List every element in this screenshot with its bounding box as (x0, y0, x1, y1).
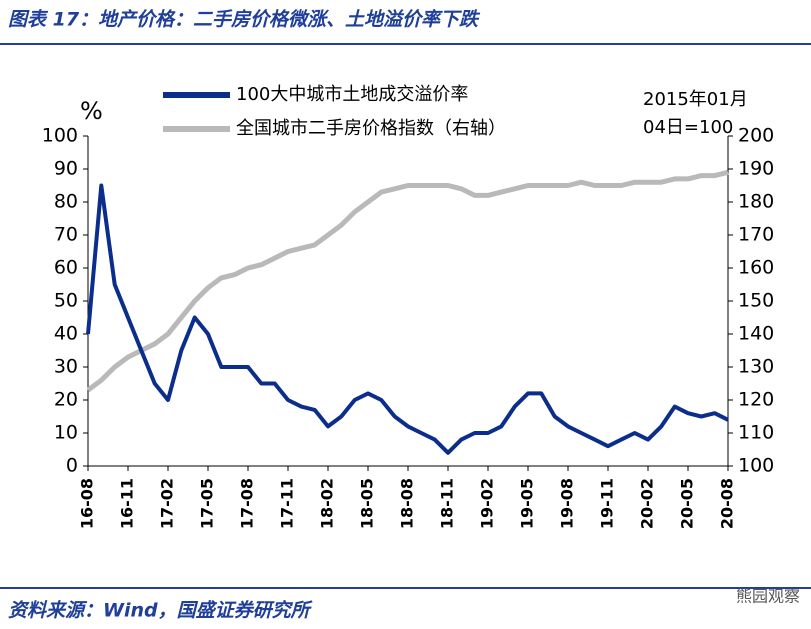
y-tick-label: 40 (54, 323, 78, 345)
y-tick-label: 50 (54, 290, 78, 312)
annotation: 04日=100 (643, 117, 733, 138)
y2-tick-label: 130 (738, 356, 774, 378)
x-tick-label: 20-05 (678, 478, 697, 529)
x-tick-label: 18-11 (438, 478, 457, 529)
series-line (86, 183, 729, 455)
y2-tick-label: 110 (738, 422, 774, 444)
x-tick-label: 16-11 (118, 478, 137, 529)
x-tick-label: 19-05 (518, 478, 537, 529)
x-tick-label: 20-08 (718, 478, 737, 529)
y-tick-label: 20 (54, 389, 78, 411)
series-line (86, 169, 729, 393)
y2-tick-label: 180 (738, 191, 774, 213)
y-tick-label: 100 (42, 125, 78, 147)
x-tick-label: 18-08 (398, 478, 417, 529)
y2-tick-label: 100 (738, 455, 774, 477)
y-tick-label: 60 (54, 257, 78, 279)
y-tick-label: 80 (54, 191, 78, 213)
y-axis-label: % (80, 97, 103, 125)
y2-tick-label: 140 (738, 323, 774, 345)
y2-tick-label: 170 (738, 224, 774, 246)
x-tick-label: 19-11 (598, 478, 617, 529)
y-tick-label: 10 (54, 422, 78, 444)
y2-tick-label: 160 (738, 257, 774, 279)
y-tick-label: 70 (54, 224, 78, 246)
x-tick-label: 18-02 (318, 478, 337, 529)
x-tick-label: 19-08 (558, 478, 577, 529)
y2-tick-label: 150 (738, 290, 774, 312)
x-tick-label: 17-08 (238, 478, 257, 529)
x-tick-label: 17-02 (158, 478, 177, 529)
y2-tick-label: 200 (738, 125, 774, 147)
x-tick-label: 17-05 (198, 478, 217, 529)
x-tick-label: 16-08 (78, 478, 97, 529)
y-tick-label: 30 (54, 356, 78, 378)
y-tick-label: 0 (66, 455, 78, 477)
source: 资料来源：Wind，国盛证券研究所 (8, 600, 313, 622)
x-tick-label: 19-02 (478, 478, 497, 529)
x-tick-label: 17-11 (278, 478, 297, 529)
y-tick-label: 90 (54, 158, 78, 180)
y2-tick-label: 120 (738, 389, 774, 411)
annotation: 2015年01月 (643, 89, 748, 110)
watermark: 熊园观察 (736, 587, 800, 606)
x-tick-label: 20-02 (638, 478, 657, 529)
x-tick-label: 18-05 (358, 478, 377, 529)
legend-label: 全国城市二手房价格指数（右轴） (236, 118, 506, 139)
y2-tick-label: 190 (738, 158, 774, 180)
chart-title: 图表 17：地产价格：二手房价格微涨、土地溢价率下跌 (8, 9, 481, 31)
legend-label: 100大中城市土地成交溢价率 (236, 84, 468, 105)
